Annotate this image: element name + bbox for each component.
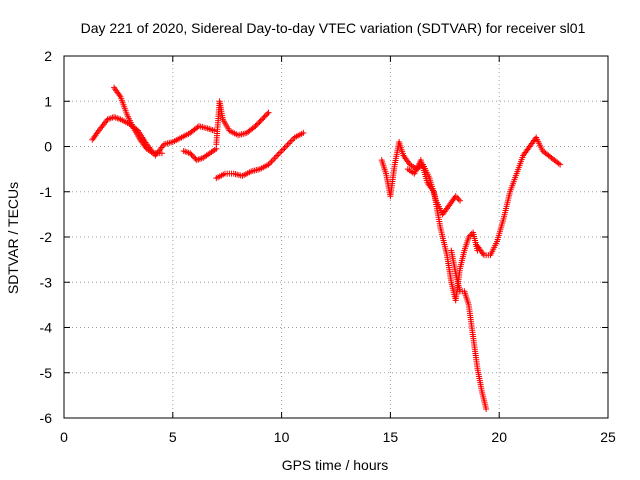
data-point [211,127,218,134]
y-tick-label: -5 [40,365,53,381]
y-axis-label: SDTVAR / TECUs [5,182,21,294]
y-tick-label: 0 [44,139,52,155]
x-tick-label: 25 [600,429,616,445]
x-tick-label: 15 [383,429,399,445]
data-point [287,138,294,145]
y-tick-label: 2 [44,48,52,64]
y-tick-label: -1 [40,184,53,200]
y-tick-label: -4 [40,320,53,336]
data-point [278,148,285,155]
data-point [555,160,562,167]
chart-title: Day 221 of 2020, Sidereal Day-to-day VTE… [81,20,586,36]
y-tick-label: 1 [44,93,52,109]
data-point [282,143,289,150]
axis-ticks [63,55,609,419]
data-point [255,120,262,127]
x-tick-label: 5 [169,429,177,445]
x-tick-label: 20 [491,429,507,445]
data-point [262,112,269,119]
data-point [189,153,196,160]
y-tick-label: -3 [40,274,53,290]
data-point [271,155,278,162]
data-point [269,157,276,164]
data-points [89,84,564,412]
data-point [275,151,282,158]
data-point [261,113,268,120]
data-point [158,150,165,157]
data-point [191,154,198,161]
x-tick-labels: 0 5 10 15 20 25 [60,429,616,445]
y-tick-label: -6 [40,410,53,426]
data-point [187,150,194,157]
data-point [274,152,281,159]
data-point [483,405,490,412]
grid-lines [64,56,608,418]
data-point [284,141,291,148]
data-point [264,110,271,117]
data-point [285,140,292,147]
x-tick-label: 0 [60,429,68,445]
data-point [259,116,266,123]
data-point [268,158,275,165]
data-point [457,197,464,204]
data-point [256,119,263,126]
data-point [253,121,260,128]
y-tick-label: -2 [40,229,53,245]
data-point [557,161,564,168]
data-point [277,149,284,156]
data-point [288,137,295,144]
data-point [272,154,279,161]
data-point [252,123,259,130]
data-point [455,196,462,203]
data-point [257,117,264,124]
data-point [281,145,288,152]
x-axis-label: GPS time / hours [282,457,389,473]
data-point [280,146,287,153]
x-tick-label: 10 [274,429,290,445]
data-point [300,129,307,136]
y-tick-labels: -6 -5 -4 -3 -2 -1 0 1 2 [40,48,53,426]
data-point [265,109,272,116]
data-point [260,114,267,121]
data-point [188,151,195,158]
